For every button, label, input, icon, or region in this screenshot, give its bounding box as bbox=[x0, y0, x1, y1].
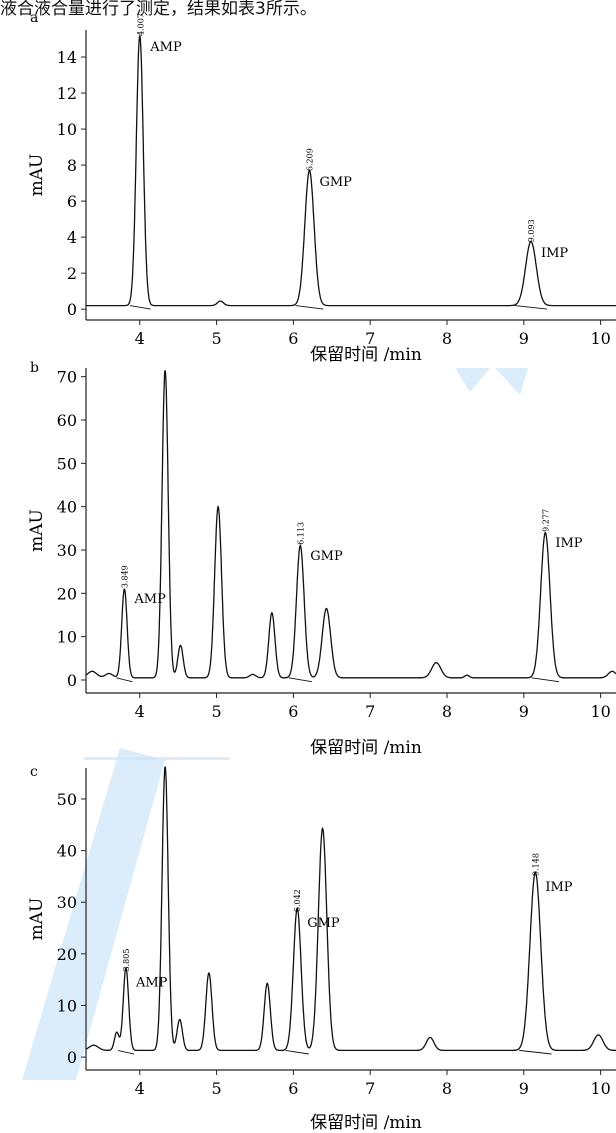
y-tick-label: 50 bbox=[57, 454, 77, 473]
watermark-arc-top2 bbox=[495, 368, 528, 395]
y-axis-label: mAU bbox=[27, 509, 47, 552]
y-axis-label: mAU bbox=[27, 154, 47, 197]
peak-name-label-amp: AMP bbox=[135, 975, 168, 990]
peak-rt-label: 9.148 bbox=[531, 853, 540, 876]
integration-baseline bbox=[288, 677, 312, 683]
x-tick-label: 8 bbox=[442, 1079, 452, 1098]
x-tick-label: 7 bbox=[365, 329, 375, 348]
y-tick-label: 10 bbox=[57, 120, 77, 139]
chromatogram-trace bbox=[85, 766, 616, 1052]
peak-rt-label: 9.277 bbox=[541, 509, 550, 532]
x-tick-label: 10 bbox=[590, 702, 610, 721]
peak-rt-label: 3.805 bbox=[122, 949, 131, 972]
x-axis-label: 保留时间 /min bbox=[310, 738, 422, 758]
panel-label: c bbox=[30, 764, 38, 780]
peak-rt-label: 3.849 bbox=[120, 565, 129, 588]
peak-rt-label: 6.113 bbox=[296, 522, 305, 545]
peak-rt-label: 9.093 bbox=[527, 219, 536, 242]
x-tick-label: 10 bbox=[590, 329, 610, 348]
watermark-arc-top bbox=[455, 368, 490, 392]
y-tick-label: 10 bbox=[57, 996, 77, 1015]
y-tick-label: 0 bbox=[67, 1048, 77, 1067]
y-tick-label: 30 bbox=[57, 541, 77, 560]
x-tick-label: 7 bbox=[365, 702, 375, 721]
peak-name-label-imp: IMP bbox=[541, 246, 568, 261]
y-tick-label: 6 bbox=[67, 192, 77, 211]
x-tick-label: 6 bbox=[288, 329, 298, 348]
integration-baseline bbox=[129, 305, 151, 310]
y-tick-label: 8 bbox=[67, 156, 77, 175]
peak-rt-label: 6.042 bbox=[293, 889, 302, 912]
peak-name-label-imp: IMP bbox=[555, 536, 582, 551]
peak-name-label-gmp: GMP bbox=[310, 549, 343, 564]
integration-baseline bbox=[285, 1049, 309, 1055]
integration-baseline bbox=[295, 305, 324, 310]
peak-name-label-imp: IMP bbox=[545, 880, 572, 895]
x-tick-label: 7 bbox=[365, 1079, 375, 1098]
y-tick-label: 40 bbox=[57, 498, 77, 517]
y-tick-label: 20 bbox=[57, 584, 77, 603]
x-axis-label: 保留时间 /min bbox=[310, 1113, 422, 1133]
y-tick-label: 0 bbox=[67, 671, 77, 690]
chromatogram-trace bbox=[85, 370, 616, 679]
y-tick-label: 2 bbox=[67, 264, 77, 283]
peak-name-label-amp: AMP bbox=[149, 40, 182, 55]
peak-rt-label: 4.007 bbox=[136, 13, 145, 36]
y-tick-label: 12 bbox=[57, 84, 77, 103]
x-tick-label: 9 bbox=[519, 329, 529, 348]
peak-name-label-amp: AMP bbox=[133, 592, 166, 607]
y-tick-label: 50 bbox=[57, 790, 77, 809]
x-tick-label: 5 bbox=[211, 329, 221, 348]
integration-baseline bbox=[117, 1049, 135, 1055]
x-tick-label: 8 bbox=[442, 329, 452, 348]
y-axis-label: mAU bbox=[27, 898, 47, 941]
x-tick-label: 4 bbox=[135, 702, 145, 721]
peak-name-label-gmp: GMP bbox=[319, 175, 352, 190]
integration-baseline bbox=[116, 677, 133, 683]
y-tick-label: 14 bbox=[57, 48, 77, 67]
x-tick-label: 4 bbox=[135, 1079, 145, 1098]
y-tick-label: 70 bbox=[57, 368, 77, 387]
x-tick-label: 9 bbox=[519, 702, 529, 721]
x-tick-label: 4 bbox=[135, 329, 145, 348]
x-tick-label: 6 bbox=[288, 702, 298, 721]
y-tick-label: 40 bbox=[57, 842, 77, 861]
y-tick-label: 30 bbox=[57, 893, 77, 912]
x-tick-label: 8 bbox=[442, 702, 452, 721]
x-tick-label: 10 bbox=[590, 1079, 610, 1098]
chart-panel-b: b 0 10 20 30 40 50 60 70 4 5 6 7 8 9 10 mAU 保留时间 /min 3.84… bbox=[27, 360, 616, 758]
integration-baseline bbox=[519, 1049, 552, 1055]
peak-rt-label: 6.209 bbox=[305, 148, 314, 171]
watermark-arc-left bbox=[22, 748, 165, 1080]
header-text: 液合液合量进行了测定，结果如表3所示。 bbox=[0, 0, 317, 19]
x-axis-label: 保留时间 /min bbox=[310, 345, 422, 365]
watermark-arc-mid bbox=[84, 757, 230, 760]
chart-panel-a: a 0 2 4 6 8 10 12 14 4 5 6 7 8 9 10 mAU 保留时间 /min 4.007 AMP… bbox=[27, 10, 616, 365]
x-tick-label: 9 bbox=[519, 1079, 529, 1098]
y-tick-label: 20 bbox=[57, 945, 77, 964]
y-tick-label: 0 bbox=[67, 300, 77, 319]
y-tick-label: 60 bbox=[57, 411, 77, 430]
chromatogram-trace bbox=[86, 35, 616, 307]
integration-baseline bbox=[531, 677, 560, 683]
x-tick-label: 5 bbox=[211, 702, 221, 721]
chart-panel-c: c 0 10 20 30 40 50 4 5 6 7 8 9 10 mAU 保留时间 /min 3.805 AMP… bbox=[27, 764, 616, 1133]
x-tick-label: 5 bbox=[211, 1079, 221, 1098]
panel-label: a bbox=[30, 10, 38, 26]
y-tick-label: 10 bbox=[57, 628, 77, 647]
integration-baseline bbox=[514, 305, 548, 310]
x-tick-label: 6 bbox=[288, 1079, 298, 1098]
y-tick-label: 4 bbox=[67, 228, 77, 247]
panel-label: b bbox=[30, 360, 39, 376]
peak-name-label-gmp: GMP bbox=[307, 916, 340, 931]
